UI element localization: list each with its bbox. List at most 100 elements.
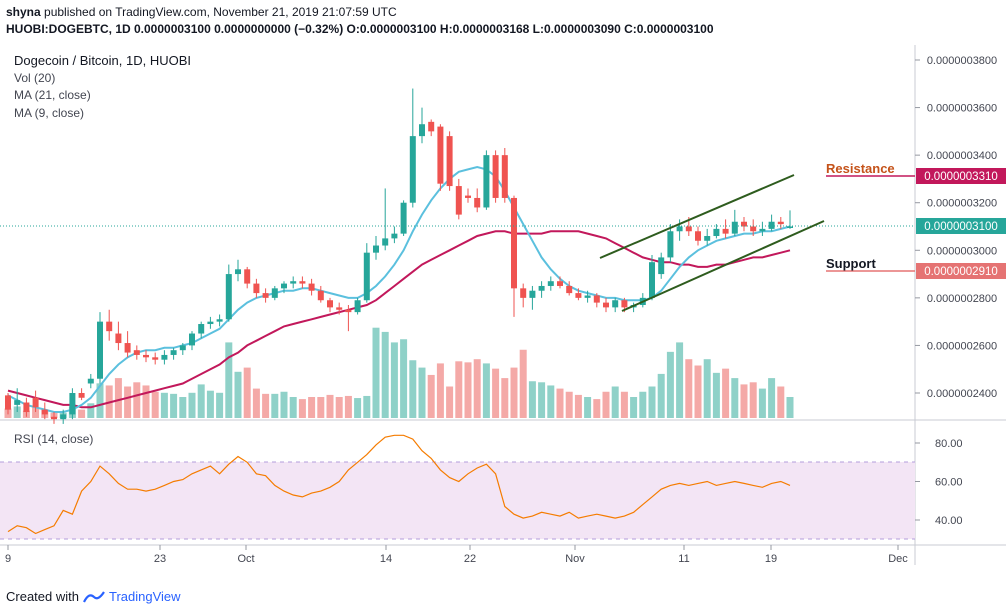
candle-body	[409, 136, 416, 203]
volume-bar	[344, 395, 352, 418]
volume-bar	[151, 391, 159, 418]
volume-bar	[565, 391, 573, 418]
volume-bar	[289, 397, 297, 418]
tradingview-brand[interactable]: TradingView	[108, 589, 181, 604]
candle-body	[32, 397, 39, 408]
candle-body	[529, 290, 536, 298]
candle-body	[271, 288, 278, 298]
volume-bar	[510, 367, 518, 418]
candle-body	[621, 300, 628, 308]
symbol-title[interactable]: Dogecoin / Bitcoin, 1D, HUOBI	[14, 53, 192, 68]
volume-bar	[519, 349, 527, 418]
candle-body	[437, 126, 444, 184]
volume-bar	[786, 397, 794, 418]
candle-body	[455, 186, 462, 215]
rsi-tick-label: 60.00	[935, 477, 963, 489]
candle-body	[584, 295, 591, 298]
rsi-legend[interactable]: RSI (14, close)	[14, 432, 94, 446]
volume-bar	[363, 395, 371, 418]
volume-bar	[436, 363, 444, 418]
volume-bar	[712, 372, 720, 418]
rsi-line	[7, 434, 791, 535]
candle-body	[603, 302, 609, 308]
time-tick-label: 11	[678, 553, 689, 565]
volume-bar	[501, 378, 509, 418]
candle-body	[189, 333, 195, 346]
time-tick-label: Nov	[565, 553, 585, 565]
volume-bar	[298, 399, 306, 418]
candle-body	[538, 285, 545, 291]
candle-body	[520, 288, 527, 298]
volume-bar	[427, 374, 435, 418]
candle-body	[281, 283, 287, 289]
author-name[interactable]: shyna	[6, 5, 41, 19]
candle-body	[41, 409, 48, 415]
volume-bar	[142, 385, 150, 418]
legend-ma9[interactable]: MA (9, close)	[14, 105, 85, 120]
volume-bar	[160, 392, 168, 418]
volume-bar	[639, 391, 647, 418]
volume-bar	[78, 409, 86, 418]
volume-bar	[482, 363, 490, 418]
time-tick-label: Dec	[888, 553, 908, 565]
candle-body	[327, 300, 333, 308]
candle-body	[5, 395, 11, 410]
candle-body	[133, 350, 140, 355]
candle-body	[741, 221, 747, 227]
channel-lower-line	[621, 220, 825, 312]
candle-body	[225, 274, 232, 320]
price-tick-label: 0.0000003000	[927, 245, 997, 257]
candle-body	[262, 293, 269, 298]
volume-bar	[446, 386, 454, 418]
price-chart[interactable]: 0.0000003800 0.0000003600 0.0000003400 0.00…	[0, 45, 1006, 580]
candle-body	[161, 354, 168, 360]
price-tick-label: 0.0000003200	[927, 198, 997, 210]
chart-area[interactable]: 0.0000003800 0.0000003600 0.0000003400 0.00…	[0, 45, 1006, 580]
volume-bar	[657, 373, 665, 418]
time-tick-label: 23	[154, 553, 166, 565]
volume-bar	[676, 342, 684, 418]
candle-body	[124, 343, 131, 353]
rsi-band	[0, 462, 915, 539]
candle-body	[363, 252, 370, 301]
candle-body	[428, 121, 435, 132]
volume-bar	[326, 394, 334, 418]
support-label: Support	[826, 256, 876, 271]
time-axis: 9 23 Oct 14 22 Nov 11 19 Dec	[5, 545, 908, 565]
published-text: published on TradingView.com, November 2…	[40, 5, 397, 19]
candle-body	[768, 221, 775, 229]
volume-bar	[96, 383, 104, 418]
volume-bar	[602, 391, 610, 418]
volume-bar	[32, 407, 40, 418]
channel-upper-line	[599, 174, 795, 259]
time-tick-label: 22	[464, 553, 476, 565]
candle-body	[317, 290, 324, 301]
candle-body	[492, 155, 499, 198]
candle-body	[170, 350, 177, 355]
legend-ma21[interactable]: MA (21, close)	[14, 88, 91, 102]
last-price-badge-value: 0.0000003100	[924, 221, 998, 233]
time-tick-label: Oct	[237, 553, 254, 565]
candle-body	[216, 319, 223, 322]
time-tick-label: 14	[380, 553, 392, 565]
candle-body	[97, 321, 103, 379]
volume-bar	[271, 393, 279, 418]
candle-body	[179, 345, 186, 351]
rsi-tick-label: 40.00	[935, 515, 963, 527]
volume-bar	[124, 386, 132, 418]
volume-bar	[492, 368, 500, 418]
resistance-label: Resistance	[826, 161, 895, 176]
candle-body	[501, 155, 508, 198]
candle-body	[391, 233, 398, 239]
candle-body	[593, 295, 600, 303]
volume-bar	[694, 365, 702, 418]
volume-bar	[777, 386, 785, 418]
candle-body	[474, 197, 481, 208]
candle-body	[78, 393, 85, 398]
candle-body	[759, 228, 766, 232]
candle-body	[658, 257, 665, 275]
price-tick-label: 0.0000002600	[927, 340, 997, 352]
volume-bar	[574, 394, 582, 418]
legend-vol[interactable]: Vol (20)	[14, 70, 56, 85]
volume-bar	[409, 360, 417, 418]
